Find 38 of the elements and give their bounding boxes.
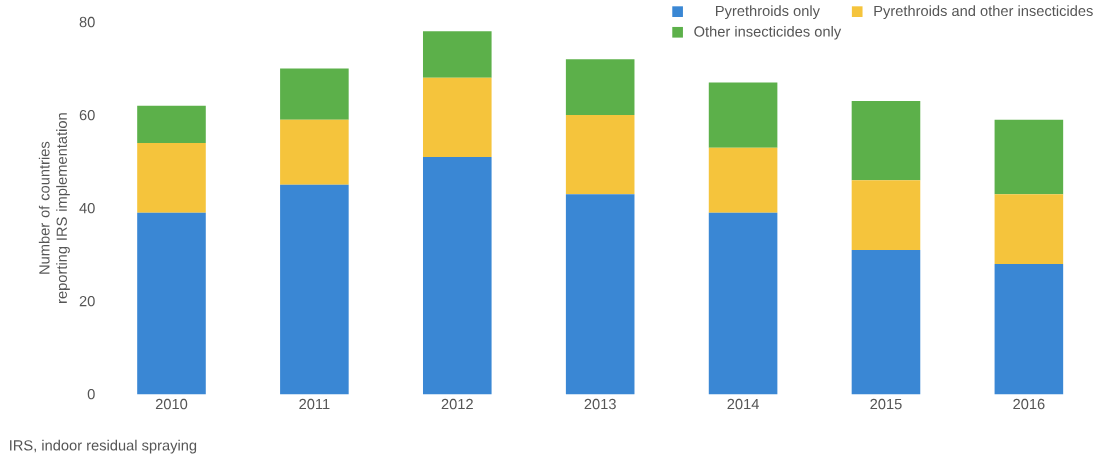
bar xyxy=(851,180,921,251)
legend-label: Pyrethroids only xyxy=(716,5,820,20)
x-tick-label: 2016 xyxy=(1013,399,1045,410)
legend-label: Other insecticides only xyxy=(694,26,842,40)
x-tick-label: 2010 xyxy=(155,399,188,410)
bar xyxy=(994,264,1064,395)
y-tick-label: 20 xyxy=(79,296,95,307)
bar xyxy=(137,106,206,144)
bar xyxy=(994,119,1064,195)
y-axis-title: Number of countries reporting IRS implementation xyxy=(38,113,70,304)
bar xyxy=(422,31,492,79)
bar xyxy=(565,59,635,116)
bar xyxy=(851,101,921,181)
text: IRS, indoor residual spraying xyxy=(10,440,197,454)
y-tick-label: 80 xyxy=(79,17,95,28)
bar xyxy=(708,147,778,213)
x-tick-label: 2012 xyxy=(441,399,473,410)
bar xyxy=(280,68,349,120)
x-tick-label: 2014 xyxy=(727,399,759,410)
y-tick-label: 60 xyxy=(79,110,95,121)
legend-label: Pyrethroids and other insecticides xyxy=(874,5,1093,20)
bar xyxy=(708,213,778,395)
bar xyxy=(422,157,492,395)
bar xyxy=(851,250,921,395)
x-tick-label: 2013 xyxy=(584,399,616,410)
bar xyxy=(565,115,635,195)
bar xyxy=(137,213,206,395)
y-tick-label: 40 xyxy=(79,203,95,214)
bar xyxy=(565,194,635,395)
bar xyxy=(280,119,349,186)
bar xyxy=(137,143,206,213)
bar xyxy=(708,82,778,148)
x-tick-label: 2015 xyxy=(870,399,902,410)
bar xyxy=(422,78,492,158)
bar xyxy=(994,194,1064,265)
x-tick-label: 2011 xyxy=(299,399,330,410)
y-tick-label: 0 xyxy=(87,389,95,400)
bar xyxy=(280,185,349,395)
